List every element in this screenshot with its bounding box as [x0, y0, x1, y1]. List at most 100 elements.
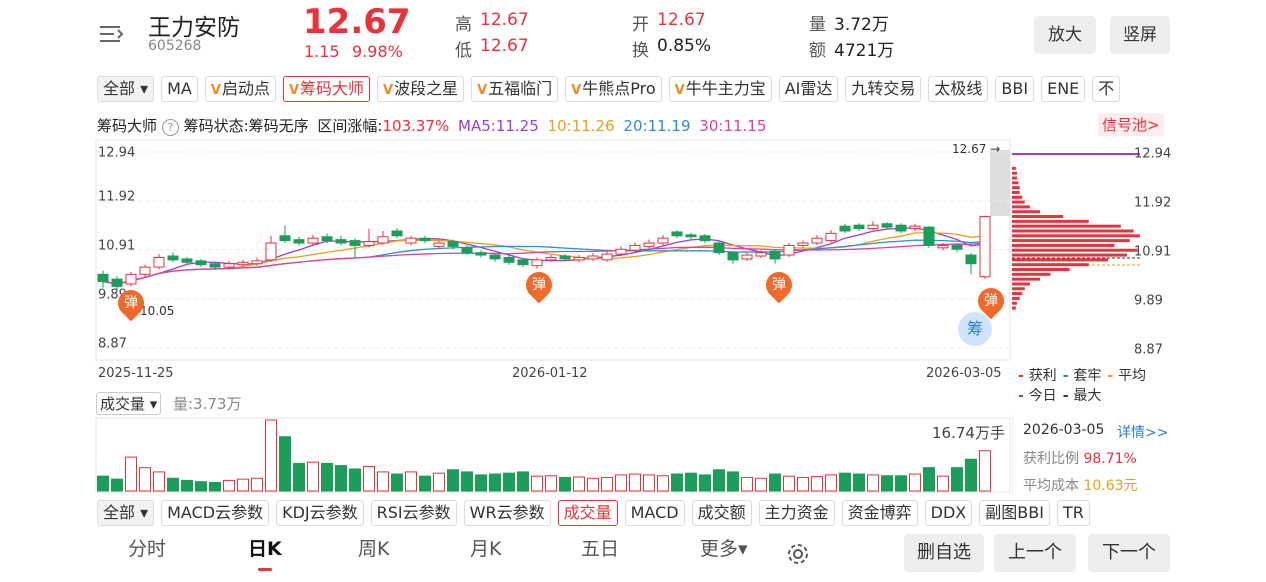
chip-bar	[1012, 234, 1140, 238]
candle-body	[405, 237, 417, 244]
legend-label: 套牢	[1073, 368, 1102, 384]
indicator-tab[interactable]: 九转交易	[845, 76, 922, 102]
legend-item: - 平均	[1107, 368, 1146, 384]
volume-bar	[209, 482, 221, 492]
subchart-tab[interactable]: 资金博弈	[841, 500, 918, 526]
legend-swatch: -	[1018, 368, 1029, 384]
subchart-tab[interactable]: TR	[1056, 500, 1090, 526]
chip-bar	[1012, 296, 1020, 300]
stat-label: 开	[632, 15, 649, 35]
volume-bar	[825, 474, 837, 492]
indicator-tab[interactable]: ENE	[1041, 76, 1086, 102]
indicator-tab[interactable]: 不	[1092, 76, 1121, 102]
volume-bar	[797, 476, 809, 492]
chip-bar	[1012, 229, 1134, 233]
subchart-tab[interactable]: DDX	[924, 500, 973, 526]
indicator-tab[interactable]: V牛牛主力宝	[668, 76, 772, 102]
volume-selector[interactable]: 成交量 ▾	[96, 392, 162, 415]
y-tick-label: 10.91	[98, 238, 135, 253]
y-tick-label-right: 9.89	[1134, 293, 1163, 308]
subchart-tab[interactable]: WR云参数	[463, 500, 551, 526]
indicator-tab[interactable]: MA	[161, 76, 198, 102]
candle-body	[265, 242, 277, 261]
volume-bar	[237, 478, 249, 492]
stat-value: 12.67	[480, 36, 529, 56]
volume-bar	[867, 474, 879, 492]
chip-bar	[1012, 277, 1041, 281]
volume-bar	[405, 471, 417, 492]
nav-button[interactable]: 上一个	[994, 534, 1076, 572]
volume-bar	[601, 476, 613, 492]
subchart-tab[interactable]: MACD云参数	[161, 500, 270, 526]
ma30: 30:11.15	[699, 117, 767, 135]
indicator-tab[interactable]: 全部 ▾	[97, 76, 155, 102]
subchart-tab[interactable]: 副图BBI	[979, 500, 1050, 526]
nav-button[interactable]: 下一个	[1088, 534, 1170, 572]
portrait-button[interactable]: 竖屏	[1110, 16, 1170, 54]
tab-label: 九转交易	[851, 79, 916, 98]
candle-body	[503, 256, 515, 263]
details-link[interactable]: 详情>>	[1117, 425, 1169, 441]
subchart-tab[interactable]: 主力资金	[758, 500, 835, 526]
subchart-tab[interactable]: KDJ云参数	[276, 500, 364, 526]
nav-tab[interactable]: 分时	[128, 538, 167, 560]
legend-swatch: -	[1018, 388, 1029, 404]
nav-tab[interactable]: 日K	[248, 538, 282, 560]
volume-bar	[461, 471, 473, 492]
candle-body	[867, 224, 879, 230]
nav-button[interactable]: 删自选	[904, 534, 984, 572]
volume-bar	[811, 476, 823, 492]
volume-bar	[783, 475, 795, 492]
chip-bar	[1012, 239, 1130, 243]
candle-body	[335, 239, 347, 244]
nav-underline	[258, 568, 272, 571]
indicator-tab[interactable]: 太极线	[928, 76, 989, 102]
legend: - 获利 - 套牢 - 平均 - 今日 - 最大	[1018, 366, 1168, 406]
volume-bar	[503, 472, 515, 492]
subchart-tab[interactable]: 成交量	[557, 500, 618, 526]
y-tick-label: 12.94	[98, 146, 135, 161]
subchart-tab[interactable]: RSI云参数	[370, 500, 457, 526]
chip-bar	[1012, 210, 1041, 214]
subchart-tab[interactable]: 成交额	[691, 500, 752, 526]
date-mid: 2026-01-12	[512, 366, 588, 381]
volume-bar	[615, 474, 627, 492]
volume-bar	[391, 473, 403, 492]
candle-body	[391, 230, 403, 237]
volume-bar	[153, 471, 165, 492]
menu-icon[interactable]	[98, 24, 124, 46]
subchart-tab[interactable]: MACD	[624, 500, 685, 526]
signal-pool[interactable]: 信号池>	[1098, 113, 1164, 136]
ma-line	[102, 242, 986, 285]
nav-tab[interactable]: 周K	[358, 538, 390, 560]
indicator-tab[interactable]: BBI	[995, 76, 1035, 102]
indicator-tab[interactable]: V波段之星	[377, 76, 465, 102]
subchart-tab[interactable]: 全部 ▾	[97, 500, 155, 526]
candle-body	[251, 260, 263, 265]
chip-bar	[1012, 224, 1121, 228]
candle-body	[125, 273, 137, 285]
nav-tab[interactable]: 更多▾	[700, 538, 748, 560]
indicator-tab[interactable]: V筹码大师	[282, 76, 371, 102]
indicator-tab[interactable]: AI雷达	[778, 76, 839, 102]
volume-bar	[923, 467, 935, 492]
tab-label: 不	[1098, 79, 1115, 98]
candle-body	[419, 237, 431, 242]
volume-bar	[587, 477, 599, 492]
candle-body	[685, 234, 697, 238]
volume-bar	[223, 479, 235, 492]
nav-tab[interactable]: 月K	[470, 538, 502, 560]
indicator-tab[interactable]: V牛熊点Pro	[565, 76, 662, 102]
indicator-tab[interactable]: V启动点	[204, 76, 276, 102]
legend-item: - 获利	[1018, 368, 1057, 384]
indicator-tab[interactable]: V五福临门	[471, 76, 559, 102]
volume-bar	[741, 476, 753, 492]
help-icon[interactable]: ?	[161, 119, 179, 136]
chip-badge: 筹	[958, 312, 992, 346]
settings-icon[interactable]	[786, 542, 810, 566]
candle-body	[111, 278, 123, 287]
zoom-button[interactable]: 放大	[1034, 16, 1096, 54]
volume-bar	[167, 477, 179, 492]
nav-tab[interactable]: 五日	[581, 538, 620, 560]
limit-zone	[990, 150, 1010, 216]
